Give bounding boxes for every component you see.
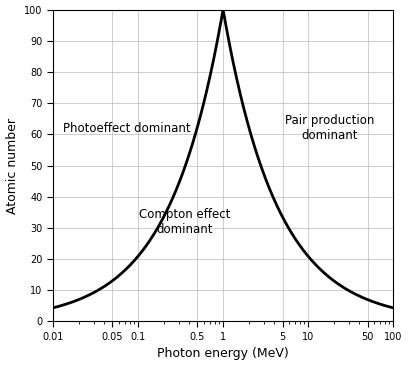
X-axis label: Photon energy (MeV): Photon energy (MeV) xyxy=(157,347,289,361)
Text: Photoeffect dominant: Photoeffect dominant xyxy=(62,122,190,135)
Text: Pair production
dominant: Pair production dominant xyxy=(285,114,375,142)
Y-axis label: Atomic number: Atomic number xyxy=(6,117,18,213)
Text: Compton effect
dominant: Compton effect dominant xyxy=(139,208,230,236)
